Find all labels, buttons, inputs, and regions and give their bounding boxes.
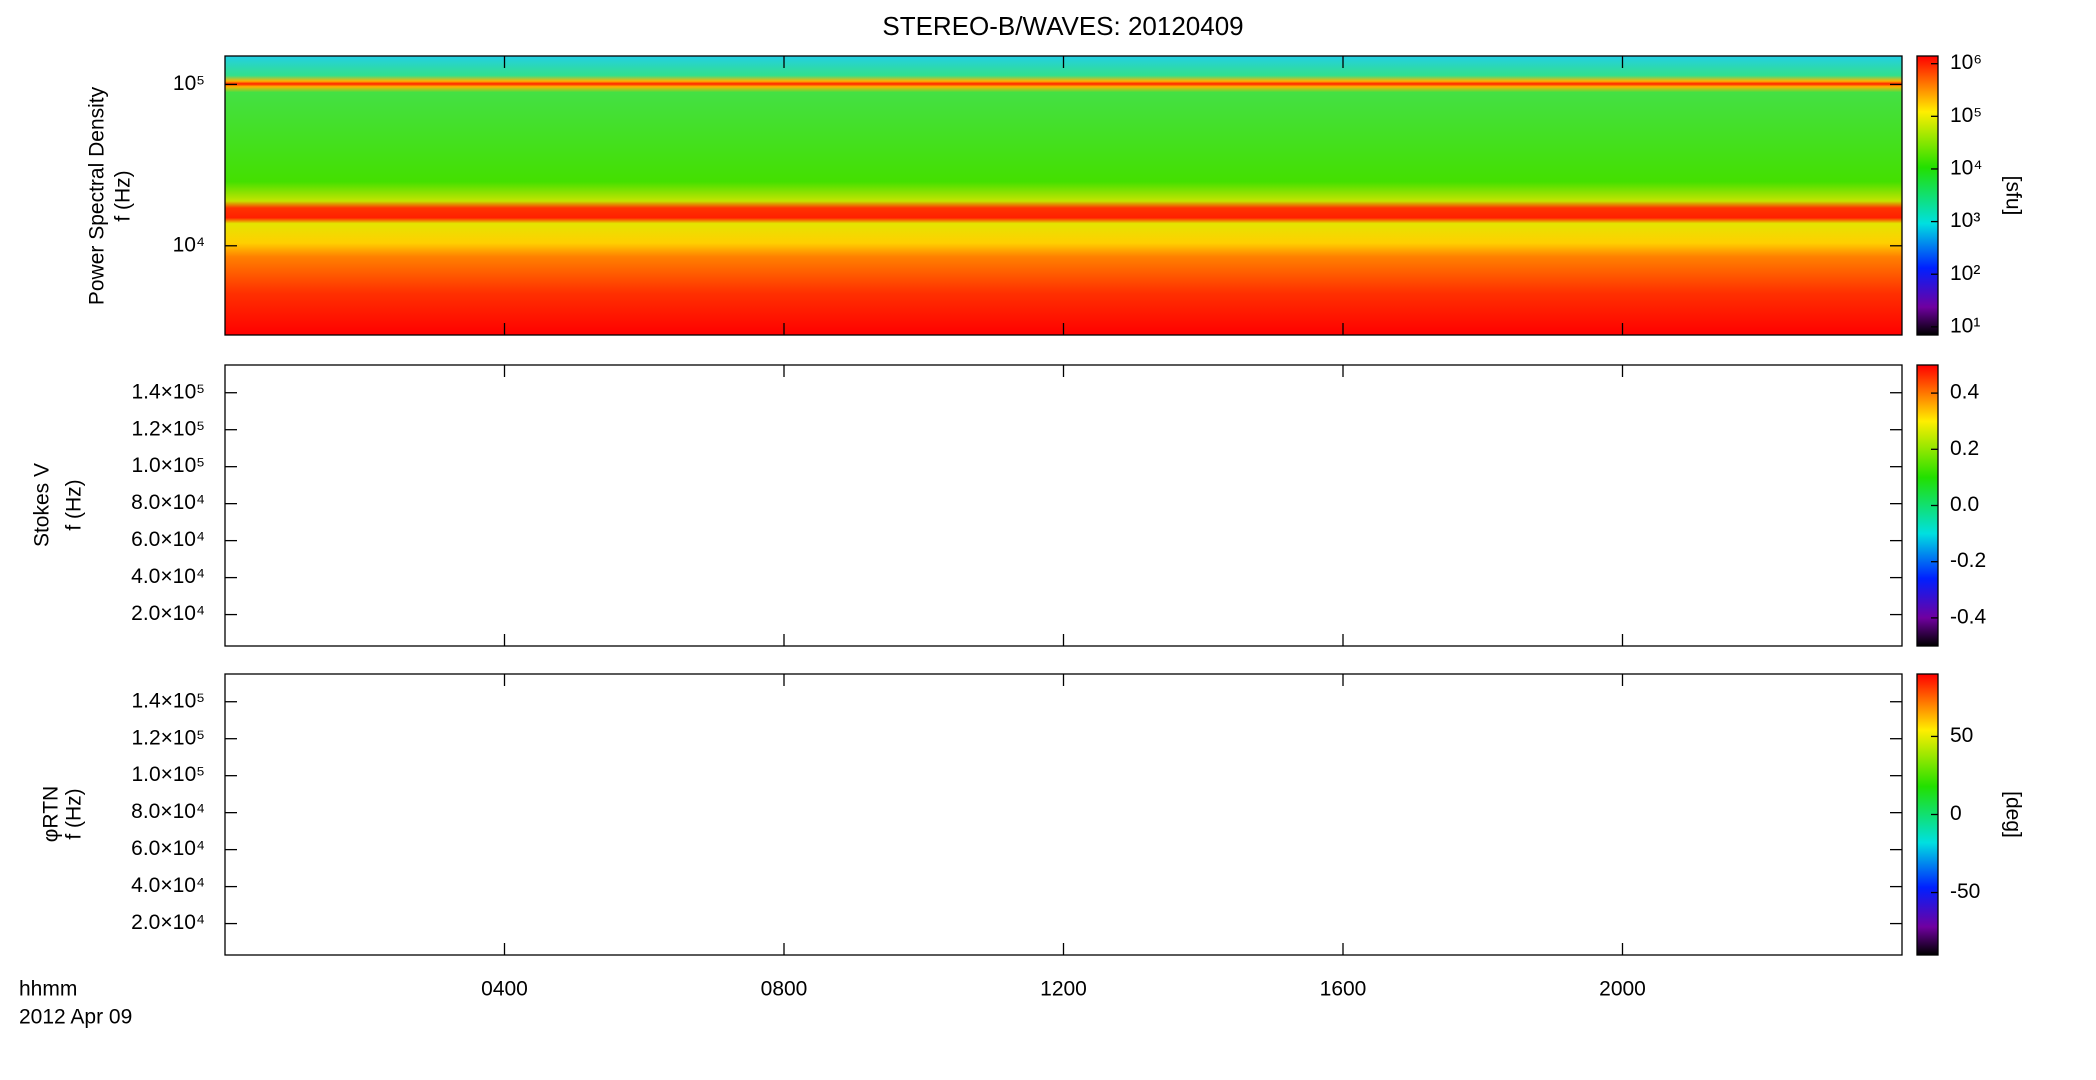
plot-frame: [224, 673, 1903, 956]
y-axis-label: f (Hz): [63, 788, 86, 839]
colorbar-tick-label: 10¹: [1950, 314, 1980, 337]
y-tick-label: 4.0×10⁴: [131, 874, 205, 897]
colorbar-tick-label: -0.4: [1950, 605, 1987, 628]
colorbar-tick-label: 0: [1950, 802, 1962, 825]
y-axis-label: Power Spectral Density: [86, 86, 109, 305]
y-tick-label: 1.0×10⁵: [131, 454, 205, 477]
y-axis-label: f (Hz): [63, 479, 86, 530]
x-axis-label: hhmm: [19, 978, 77, 1001]
colorbar-tick-label: 10²: [1950, 262, 1980, 285]
y-axis-label: φRTN: [40, 786, 63, 842]
y-tick-label: 8.0×10⁴: [131, 800, 205, 823]
y-tick-label: 4.0×10⁴: [131, 565, 205, 588]
colorbar-tick-label: 0.0: [1950, 493, 1979, 516]
y-tick-label: 1.0×10⁵: [131, 763, 205, 786]
y-tick-label: 6.0×10⁴: [131, 528, 205, 551]
spectrogram-image: [225, 56, 1902, 335]
colorbar: [1916, 55, 1939, 336]
colorbar-tick-label: -0.2: [1950, 549, 1986, 572]
x-tick-label: 1200: [1040, 978, 1087, 1001]
x-tick-label: 2000: [1599, 978, 1646, 1001]
colorbar-label: [deg]: [2001, 791, 2024, 838]
y-tick-label: 1.4×10⁵: [131, 380, 205, 403]
y-tick-label: 2.0×10⁴: [131, 911, 205, 934]
colorbar-tick-label: 10⁵: [1950, 104, 1982, 127]
y-axis-label: f (Hz): [112, 170, 135, 221]
y-tick-label: 8.0×10⁴: [131, 491, 205, 514]
colorbar-label: [sfu]: [2001, 176, 2024, 216]
x-tick-label: 1600: [1320, 978, 1367, 1001]
colorbar-tick-label: 10³: [1950, 209, 1980, 232]
chart-title: STEREO-B/WAVES: 20120409: [882, 11, 1243, 41]
plot-frame: [224, 364, 1903, 647]
colorbar-tick-label: 0.4: [1950, 381, 1980, 404]
x-tick-label: 0400: [481, 978, 528, 1001]
y-tick-label: 1.2×10⁵: [131, 726, 205, 749]
colorbar-tick-label: 0.2: [1950, 437, 1979, 460]
y-tick-label: 10⁵: [173, 72, 205, 95]
y-tick-label: 10⁴: [173, 233, 205, 256]
x-tick-label: 0800: [761, 978, 808, 1001]
colorbar-tick-label: -50: [1950, 880, 1980, 903]
colorbar-tick-label: 50: [1950, 724, 1973, 747]
y-tick-label: 6.0×10⁴: [131, 837, 205, 860]
y-tick-label: 1.4×10⁵: [131, 689, 205, 712]
y-tick-label: 1.2×10⁵: [131, 417, 205, 440]
y-axis-label: Stokes V: [31, 463, 54, 547]
colorbar-tick-label: 10⁶: [1950, 51, 1982, 74]
colorbar-tick-label: 10⁴: [1950, 157, 1982, 180]
x-axis-sublabel: 2012 Apr 09: [19, 1006, 132, 1029]
y-tick-label: 2.0×10⁴: [131, 602, 205, 625]
